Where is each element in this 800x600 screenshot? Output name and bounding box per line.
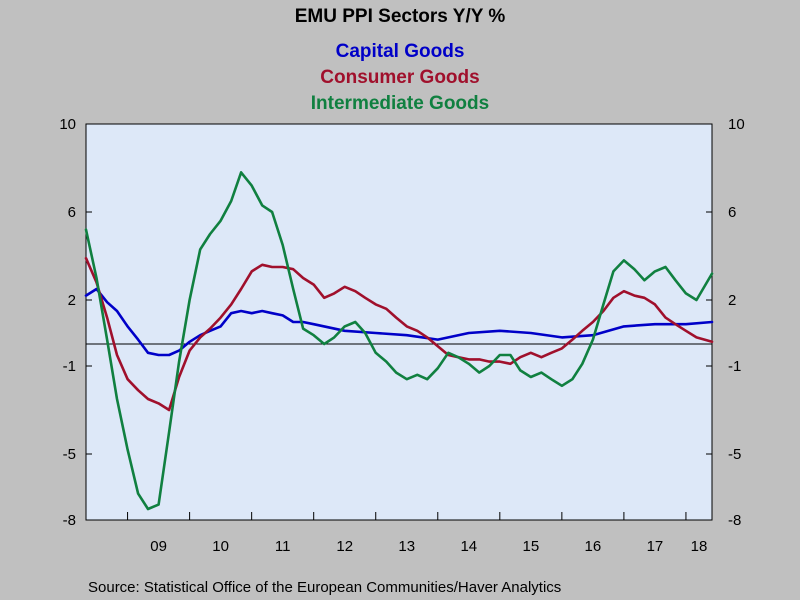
legend-item: Intermediate Goods bbox=[311, 93, 489, 114]
y-tick-label-right: 10 bbox=[728, 116, 745, 133]
x-tick-label: 14 bbox=[460, 538, 477, 555]
series-line-intermediate-goods bbox=[84, 171, 714, 511]
x-tick-label: 12 bbox=[336, 538, 353, 555]
legend-item: Consumer Goods bbox=[320, 67, 479, 88]
x-tick-label: 09 bbox=[150, 538, 167, 555]
x-tick-label: 11 bbox=[275, 538, 291, 555]
series-lines bbox=[84, 171, 714, 511]
source-note: Source: Statistical Office of the Europe… bbox=[88, 579, 561, 596]
plot-area bbox=[85, 123, 713, 521]
x-tick-label: 16 bbox=[585, 538, 602, 555]
y-tick-label-left: -1 bbox=[63, 358, 76, 375]
legend-item: Capital Goods bbox=[336, 41, 465, 62]
y-tick-label-right: -8 bbox=[728, 512, 741, 529]
y-tick-label-left: -8 bbox=[63, 512, 76, 529]
series-line-capital-goods bbox=[84, 287, 714, 357]
legend: Capital Goods Consumer Goods Intermediate … bbox=[311, 41, 489, 114]
y-tick-label-right: 2 bbox=[728, 292, 736, 309]
y-tick-label-right: -1 bbox=[728, 358, 741, 375]
left-axis: 10 6 2 -1 -5 -8 bbox=[59, 116, 92, 529]
y-tick-label-left: 6 bbox=[68, 204, 76, 221]
x-axis: 09 10 11 12 13 14 15 16 17 18 bbox=[127, 512, 708, 555]
y-tick-label-right: -5 bbox=[728, 446, 741, 463]
x-tick-label: 17 bbox=[647, 538, 664, 555]
x-tick-label: 18 bbox=[691, 538, 708, 555]
y-tick-label-left: 10 bbox=[59, 116, 76, 133]
x-tick-label: 15 bbox=[522, 538, 539, 555]
x-tick-label: 10 bbox=[212, 538, 229, 555]
chart-title: EMU PPI Sectors Y/Y % bbox=[295, 6, 506, 27]
y-tick-label-left: 2 bbox=[68, 292, 76, 309]
y-tick-label-right: 6 bbox=[728, 204, 736, 221]
x-tick-label: 13 bbox=[398, 538, 415, 555]
series-line-consumer-goods bbox=[84, 256, 714, 412]
right-axis: 10 6 2 -1 -5 -8 bbox=[706, 116, 745, 529]
y-tick-label-left: -5 bbox=[63, 446, 76, 463]
